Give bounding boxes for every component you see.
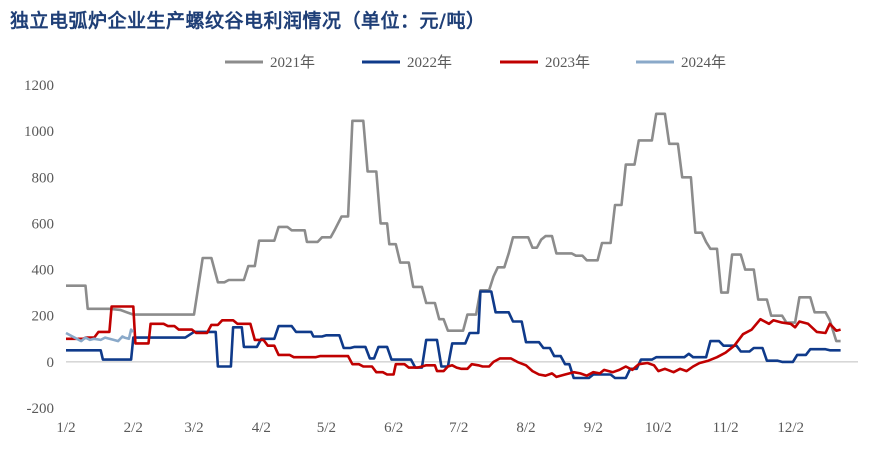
y-tick-label: 1000 [24, 124, 54, 140]
x-tick-label: 1/2 [56, 420, 75, 436]
x-tick-label: 2/2 [124, 420, 143, 436]
x-tick-label: 4/2 [252, 420, 271, 436]
x-tick-label: 3/2 [184, 420, 203, 436]
x-tick-label: 8/2 [516, 420, 535, 436]
legend-label-2: 2022年 [407, 54, 452, 71]
legend-label-3: 2023年 [545, 54, 590, 71]
x-tick-label: 11/2 [713, 420, 739, 436]
legend-label-4: 2024年 [681, 54, 726, 71]
x-tick-label: 6/2 [384, 420, 403, 436]
y-tick-label: 0 [47, 355, 55, 371]
series-line-2 [66, 290, 841, 380]
y-tick-label: 600 [32, 216, 55, 232]
y-tick-label: 1200 [24, 78, 54, 94]
x-tick-label: 9/2 [584, 420, 603, 436]
series-line-4 [65, 328, 135, 343]
x-tick-label: 10/2 [645, 420, 672, 436]
y-tick-label: -200 [27, 401, 55, 417]
y-tick-label: 200 [32, 309, 55, 325]
series-line-3 [66, 305, 841, 379]
x-tick-label: 5/2 [317, 420, 336, 436]
x-tick-label: 7/2 [449, 420, 468, 436]
y-tick-label: 400 [32, 263, 55, 279]
x-tick-label: 12/2 [777, 420, 804, 436]
series-line-1 [66, 112, 841, 343]
legend-label-1: 2021年 [270, 54, 315, 71]
chart-title: 独立电弧炉企业生产螺纹谷电利润情况（单位：元/吨） [10, 10, 486, 32]
y-tick-label: 800 [32, 170, 55, 186]
